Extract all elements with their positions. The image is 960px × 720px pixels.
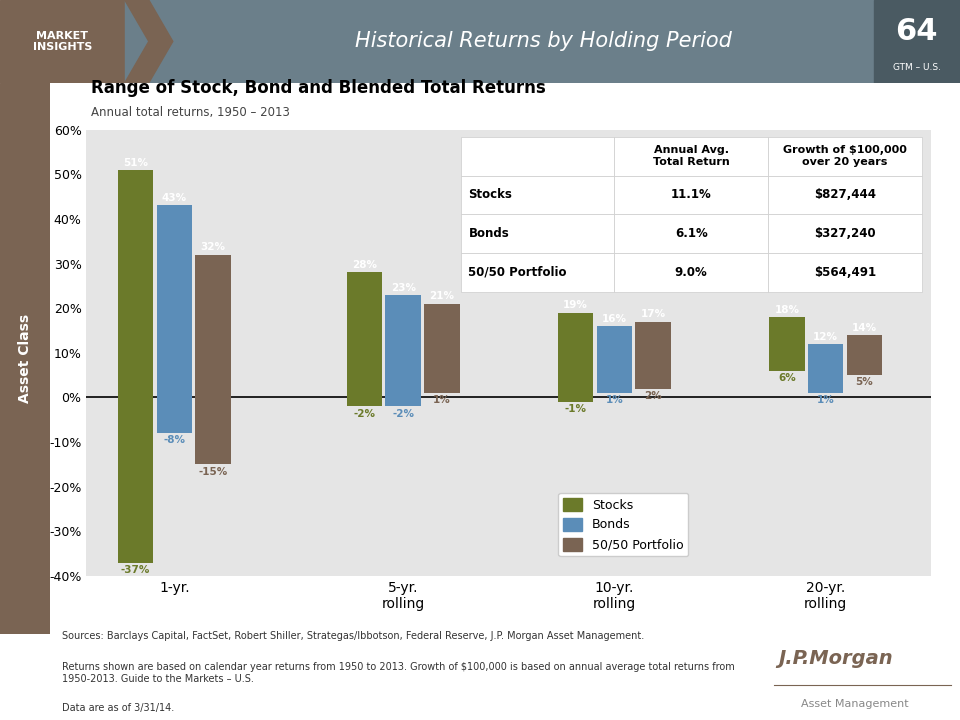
Bar [0,0,125,83]
Polygon shape [125,0,173,83]
Text: 5%: 5% [855,377,874,387]
Text: 1%: 1% [817,395,834,405]
Text: 6%: 6% [778,373,796,383]
Bar [558,312,593,402]
Bar [195,255,231,464]
Text: 43%: 43% [162,193,187,203]
Text: 19%: 19% [564,300,588,310]
Text: 17%: 17% [640,310,665,319]
Text: 18%: 18% [775,305,800,315]
Bar [347,272,382,406]
Bar [125,0,874,83]
Text: Asset Management: Asset Management [802,699,909,709]
Bar [424,304,460,393]
Text: Annual total returns, 1950 – 2013: Annual total returns, 1950 – 2013 [91,106,290,119]
Text: -1%: -1% [564,404,587,414]
Bar [596,326,633,393]
Text: -2%: -2% [393,408,414,418]
Text: 1%: 1% [606,395,623,405]
Text: MARKET
INSIGHTS: MARKET INSIGHTS [33,30,92,52]
Bar [385,294,421,406]
Bar [769,317,804,371]
Legend: Stocks, Bonds, 50/50 Portfolio: Stocks, Bonds, 50/50 Portfolio [558,493,688,557]
Bar [874,0,960,83]
Text: 51%: 51% [123,158,148,168]
Bar [156,205,192,433]
Text: 28%: 28% [352,260,377,270]
Text: Asset Class: Asset Class [18,314,32,402]
Text: 14%: 14% [852,323,876,333]
Text: -37%: -37% [121,564,151,575]
Text: J.P.Morgan: J.P.Morgan [779,649,893,668]
Text: Returns shown are based on calendar year returns from 1950 to 2013. Growth of $1: Returns shown are based on calendar year… [61,662,734,683]
Text: Range of Stock, Bond and Blended Total Returns: Range of Stock, Bond and Blended Total R… [91,79,546,97]
Text: Sources: Barclays Capital, FactSet, Robert Shiller, Strategas/Ibbotson, Federal : Sources: Barclays Capital, FactSet, Robe… [61,631,644,641]
Text: 21%: 21% [429,292,454,302]
Text: 32%: 32% [201,243,226,252]
Text: -2%: -2% [353,408,375,418]
Bar [807,344,844,393]
Text: 2%: 2% [644,391,662,401]
Text: 64: 64 [896,17,938,46]
Text: 16%: 16% [602,314,627,324]
Bar [636,322,671,389]
Bar [118,170,154,562]
Text: -15%: -15% [199,467,228,477]
Text: Data are as of 3/31/14.: Data are as of 3/31/14. [61,703,174,713]
Text: 1%: 1% [433,395,451,405]
Bar [847,335,882,375]
Text: -8%: -8% [163,436,185,446]
Text: 12%: 12% [813,332,838,341]
Text: Historical Returns by Holding Period: Historical Returns by Holding Period [355,32,732,51]
Text: 23%: 23% [391,282,416,292]
Text: GTM – U.S.: GTM – U.S. [893,63,941,73]
